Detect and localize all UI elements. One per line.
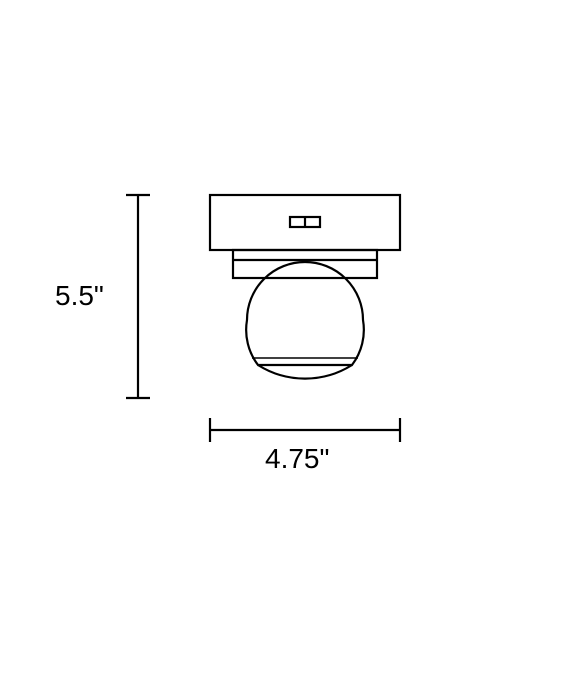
- width-label: 4.75": [265, 443, 329, 475]
- height-label: 5.5": [55, 280, 104, 312]
- dimension-diagram: 5.5" 4.75": [0, 0, 561, 700]
- globe-bottom-arc: [258, 365, 352, 379]
- height-dimension: [126, 195, 150, 398]
- diagram-svg: [0, 0, 561, 700]
- collar-outline: [233, 250, 377, 278]
- width-dimension: [210, 418, 400, 442]
